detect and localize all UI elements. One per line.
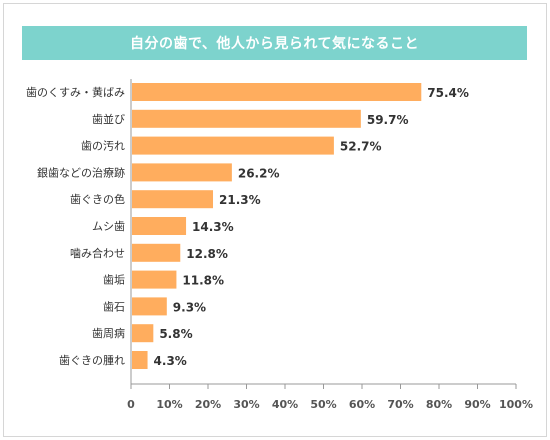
chart-frame <box>3 3 547 437</box>
bar <box>132 297 167 316</box>
bar <box>132 190 214 209</box>
bar <box>132 243 181 262</box>
value-label: 75.4% <box>427 86 469 100</box>
bar <box>132 163 232 182</box>
category-label: 銀歯などの治療跡 <box>37 165 125 179</box>
value-label: 59.7% <box>367 113 409 127</box>
x-tick-label: 10% <box>156 398 182 411</box>
bar <box>132 324 154 343</box>
category-label: 歯ぐきの腫れ <box>59 353 125 367</box>
bar <box>132 83 422 101</box>
x-tick-label: 90% <box>464 398 490 411</box>
x-tick-label: 30% <box>233 398 259 411</box>
x-tick-label: 20% <box>195 398 221 411</box>
bar <box>132 109 361 128</box>
bar <box>132 217 187 235</box>
chart-title: 自分の歯で、他人から見られて気になること <box>22 26 527 60</box>
value-label: 9.3% <box>173 300 206 314</box>
x-tick-label: 40% <box>272 398 298 411</box>
category-label: 歯のくすみ・黄ばみ <box>26 85 125 99</box>
x-tick-label: 100% <box>499 398 533 411</box>
value-label: 21.3% <box>219 193 261 207</box>
category-label: 歯石 <box>103 300 125 313</box>
x-tick-label: 70% <box>387 398 413 411</box>
x-tick-label: 80% <box>426 398 452 411</box>
category-label: ムシ歯 <box>92 220 125 233</box>
x-tick-label: 0 <box>127 398 135 411</box>
bar <box>132 136 334 155</box>
category-label: 歯並び <box>92 112 125 126</box>
value-label: 14.3% <box>192 220 234 234</box>
category-label: 歯垢 <box>103 274 125 287</box>
category-label: 歯ぐきの色 <box>70 192 125 206</box>
category-label: 噛み合わせ <box>70 246 125 260</box>
value-label: 26.2% <box>238 166 280 180</box>
value-label: 52.7% <box>340 140 382 154</box>
value-label: 4.3% <box>154 354 187 368</box>
value-label: 5.8% <box>159 327 192 341</box>
value-label: 11.8% <box>182 274 224 288</box>
value-label: 12.8% <box>186 247 228 261</box>
category-label: 歯周病 <box>92 326 125 340</box>
bar <box>132 270 177 289</box>
x-tick-label: 60% <box>349 398 375 411</box>
category-label: 歯の汚れ <box>81 140 125 153</box>
x-tick-label: 50% <box>310 398 336 411</box>
bar <box>132 351 148 369</box>
